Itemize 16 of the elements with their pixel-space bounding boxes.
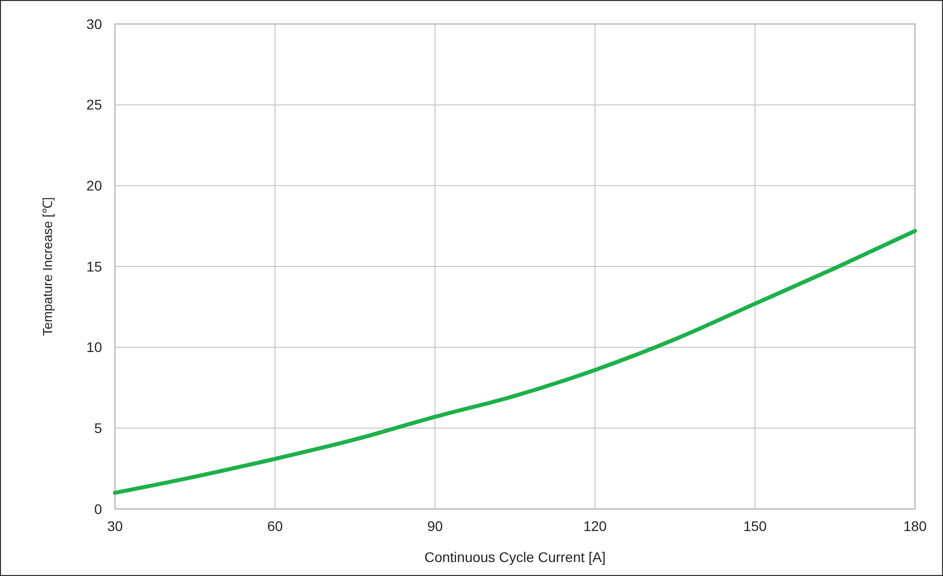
y-tick-label: 0 (94, 500, 102, 517)
x-tick-label: 180 (903, 518, 927, 534)
x-tick-label: 150 (743, 518, 767, 534)
x-tick-label: 90 (427, 518, 443, 534)
x-tick-label: 60 (267, 518, 283, 534)
x-axis-title: Continuous Cycle Current [A] (424, 549, 606, 565)
y-tick-label: 10 (86, 339, 102, 356)
y-tick-label: 5 (94, 420, 102, 436)
line-series (113, 228, 917, 495)
y-axis-title: Tempature Increase [℃] (40, 197, 55, 336)
y-tick-label: 20 (86, 178, 102, 194)
x-tick-label: 120 (583, 518, 607, 534)
y-tick-label: 30 (86, 16, 102, 32)
y-tick-label: 25 (86, 96, 102, 113)
x-tick-label: 30 (107, 518, 123, 534)
y-tick-label: 15 (86, 258, 102, 274)
